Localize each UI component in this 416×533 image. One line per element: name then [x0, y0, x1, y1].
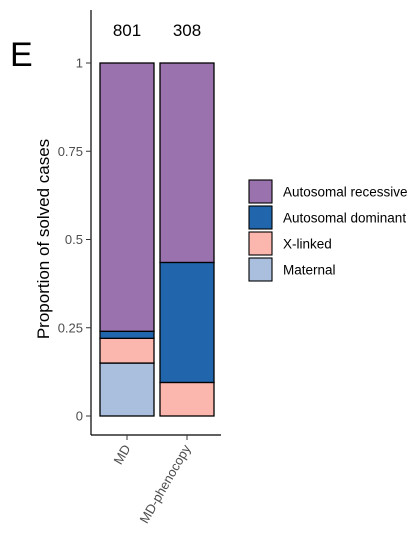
bar-segment-md-maternal — [99, 362, 155, 417]
legend-label-autosomal-recessive: Autosomal recessive — [283, 185, 408, 200]
y-tick-label: 0.75 — [58, 144, 83, 159]
y-axis: 0 0.25 0.5 0.75 1 — [58, 10, 92, 435]
legend: Autosomal recessive Autosomal dominant X-l… — [248, 179, 408, 282]
y-axis-title: Proportion of solved cases — [34, 139, 53, 339]
legend-key-x-linked — [248, 231, 273, 256]
bar-segment-md-phenocopy-x-linked — [159, 381, 215, 417]
legend-label-x-linked: X-linked — [283, 237, 332, 252]
x-tick-label-md: MD — [110, 442, 133, 467]
bar-segment-md-autosomal-dominant — [99, 330, 155, 339]
panel-label: E — [10, 36, 33, 74]
bar-segment-md-phenocopy-autosomal-recessive — [159, 62, 215, 264]
bar-segment-md-phenocopy-autosomal-dominant — [159, 261, 215, 384]
legend-key-autosomal-recessive — [248, 179, 273, 204]
legend-key-autosomal-dominant — [248, 205, 273, 230]
y-tick-label: 1 — [76, 56, 83, 71]
legend-label-maternal: Maternal — [283, 263, 336, 278]
legend-label-autosomal-dominant: Autosomal dominant — [283, 211, 406, 226]
y-tick-label: 0 — [76, 409, 83, 424]
bars — [99, 62, 215, 417]
legend-key-maternal — [248, 257, 273, 282]
y-tick-label: 0.25 — [58, 320, 83, 335]
bar-segment-md-x-linked — [99, 337, 155, 364]
bar-total-md: 801 — [113, 21, 141, 40]
bar-totals: 801 308 — [113, 21, 201, 40]
x-axis: MD MD-phenocopy — [91, 434, 221, 526]
x-tick-label-md-phenocopy: MD-phenocopy — [137, 442, 194, 526]
bar-total-md-phenocopy: 308 — [173, 21, 201, 40]
y-tick-label: 0.5 — [65, 232, 83, 247]
bar-segment-md-autosomal-recessive — [99, 62, 155, 332]
